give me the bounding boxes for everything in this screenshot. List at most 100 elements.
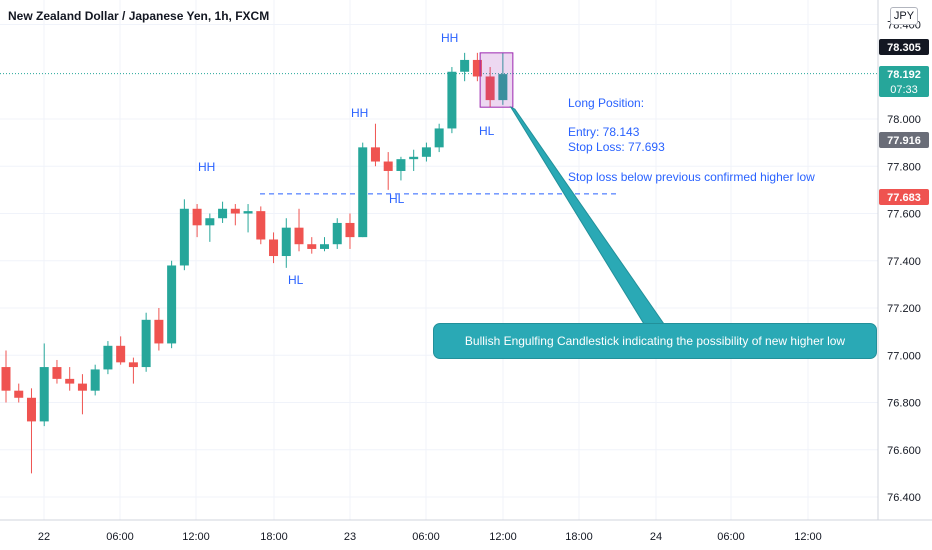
y-tick-label: 76.800 (887, 398, 921, 410)
x-tick-label: 12:00 (182, 531, 210, 543)
currency-badge[interactable]: JPY (890, 7, 918, 25)
y-tick-label: 77.400 (887, 256, 921, 268)
candle (294, 208, 304, 252)
candle-body (307, 244, 317, 249)
candles (1, 52, 508, 474)
y-tick-label: 77.200 (887, 303, 921, 315)
label-hh-3[interactable]: HH (441, 31, 458, 45)
candle (243, 204, 253, 233)
candle (421, 142, 431, 162)
candle (1, 350, 11, 403)
grid (0, 0, 878, 520)
candle-body (167, 265, 177, 344)
candle (128, 357, 138, 384)
candle-body (77, 383, 87, 391)
engulfing-callout[interactable]: Bullish Engulfing Candlestick indicating… (433, 323, 877, 359)
x-tick-label: 06:00 (412, 531, 440, 543)
candle-body (230, 208, 240, 214)
label-hh-1[interactable]: HH (198, 160, 215, 174)
candle-body (447, 71, 457, 129)
candle-body (281, 227, 291, 257)
y-tick-label: 77.000 (887, 350, 921, 362)
candle-body (294, 227, 304, 245)
candle (26, 388, 36, 474)
candle-body (332, 222, 342, 245)
svg-text:78.192: 78.192 (887, 69, 921, 81)
candle-body (256, 211, 266, 240)
time-axis[interactable]: 22 06:00 12:00 18:00 23 06:00 12:00 18:00 24 06:0… (38, 531, 822, 543)
candle-body (409, 156, 419, 160)
candle (192, 204, 202, 238)
candle (141, 312, 151, 372)
y-tick-label: 78.000 (887, 114, 921, 126)
candle (52, 359, 62, 384)
candle-body (26, 397, 36, 422)
candle (230, 204, 240, 226)
candle (409, 149, 419, 171)
candle (434, 123, 444, 153)
label-hl-3[interactable]: HL (479, 124, 495, 138)
svg-text:77.683: 77.683 (887, 192, 921, 204)
candle (218, 201, 228, 223)
note-stop-description[interactable]: Stop loss below previous confirmed highe… (568, 170, 815, 184)
candle (167, 260, 177, 349)
price-tag-stop: 77.683 (879, 189, 929, 205)
price-tag-high: 78.305 (879, 39, 929, 55)
price-tag-last: 78.192 07:33 (879, 66, 929, 97)
candle (14, 383, 24, 403)
candle-body (192, 208, 202, 226)
x-tick-label: 18:00 (260, 531, 288, 543)
candle (396, 156, 406, 181)
candle (205, 213, 215, 242)
candle-body (39, 367, 49, 422)
note-long-position[interactable]: Long Position: (568, 96, 644, 110)
candle-body (498, 74, 508, 101)
x-tick-label: 06:00 (717, 531, 745, 543)
candle-body (434, 128, 444, 148)
y-tick-label: 76.600 (887, 445, 921, 457)
candle (90, 364, 100, 396)
x-tick-label: 22 (38, 531, 50, 543)
candle (358, 142, 368, 238)
candle (383, 152, 393, 190)
x-tick-label: 12:00 (489, 531, 517, 543)
candle-body (179, 208, 189, 266)
candle (154, 308, 164, 351)
candle-body (358, 147, 368, 238)
candle-body (421, 147, 431, 157)
candle-body (205, 218, 215, 226)
candle-body (243, 211, 253, 214)
candle (103, 341, 113, 375)
candle-body (218, 208, 228, 219)
candle (256, 206, 266, 245)
candle-body (396, 159, 406, 171)
candle-body (472, 59, 482, 77)
candle (345, 213, 355, 249)
label-hl-2[interactable]: HL (389, 192, 405, 206)
label-hh-2[interactable]: HH (351, 106, 368, 120)
price-axis[interactable]: 76.400 76.600 76.800 77.000 77.200 77.400 77.6… (887, 20, 921, 505)
candle (498, 52, 508, 105)
x-tick-label: 12:00 (794, 531, 822, 543)
engulfing-highlight-box[interactable] (479, 52, 514, 108)
y-tick-label: 76.400 (887, 492, 921, 504)
candle-body (154, 319, 164, 344)
candle-body (128, 362, 138, 368)
chart-title: New Zealand Dollar / Japanese Yen, 1h, F… (8, 9, 269, 23)
candle-body (485, 76, 495, 101)
candle-body (460, 59, 470, 72)
note-entry[interactable]: Entry: 78.143 (568, 125, 640, 139)
note-stop-loss[interactable]: Stop Loss: 77.693 (568, 140, 665, 154)
candle-body (1, 367, 11, 391)
candle (39, 343, 49, 427)
candle-body (345, 222, 355, 238)
candle-body (65, 378, 75, 384)
candle-body (116, 345, 126, 363)
label-hl-1[interactable]: HL (288, 273, 304, 287)
svg-text:78.305: 78.305 (887, 42, 921, 54)
x-tick-label: 18:00 (565, 531, 593, 543)
candle (460, 52, 470, 82)
countdown: 07:33 (890, 84, 918, 96)
y-tick-label: 77.800 (887, 161, 921, 173)
